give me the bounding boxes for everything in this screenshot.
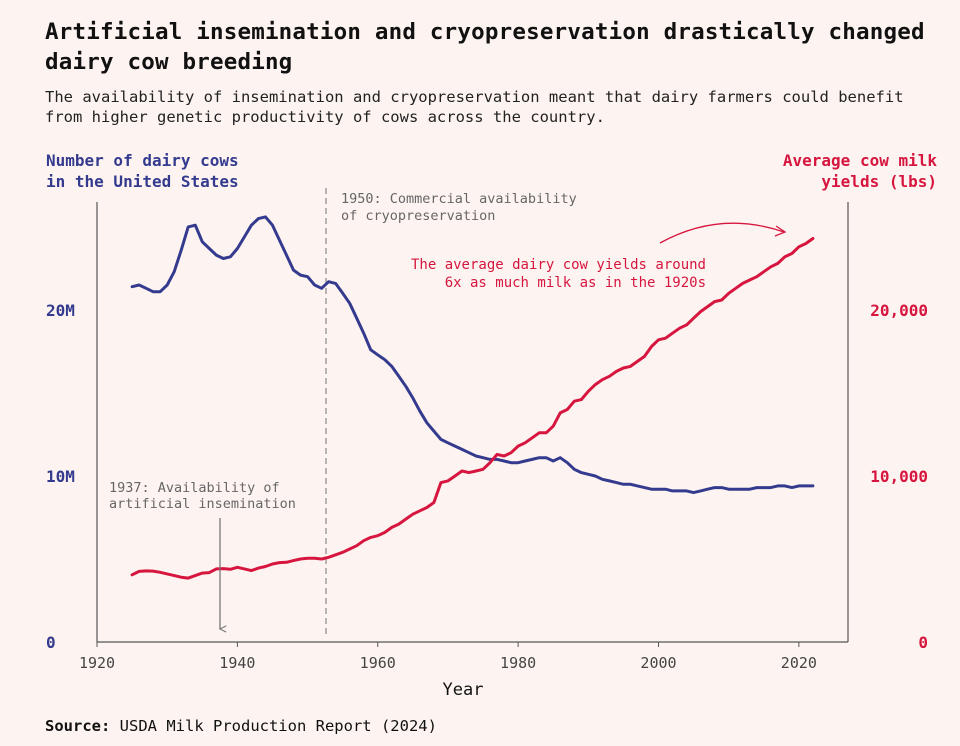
right-axis-title-line-1: Average cow milk bbox=[783, 151, 937, 170]
x-tick-label: 2020 bbox=[781, 654, 817, 672]
x-axis-ticks: 1920 1940 1960 1980 2000 2020 bbox=[79, 642, 817, 672]
right-tick-label: 20,000 bbox=[870, 301, 928, 320]
x-tick-label: 2000 bbox=[640, 654, 676, 672]
right-axis-title: Average cow milk yields (lbs) bbox=[783, 151, 937, 191]
x-tick-label: 1980 bbox=[500, 654, 536, 672]
right-tick-label: 0 bbox=[918, 633, 928, 652]
source-label: Source: bbox=[45, 717, 111, 735]
left-axis-title: Number of dairy cows in the United State… bbox=[46, 151, 239, 191]
right-axis-ticks: 0 10,000 20,000 bbox=[870, 301, 928, 652]
left-tick-label: 0 bbox=[46, 633, 56, 652]
chart-subtitle: The availability of insemination and cry… bbox=[45, 88, 904, 126]
x-axis-title: Year bbox=[443, 680, 484, 700]
annotation-cryopreservation: 1950: Commercial availability of cryopre… bbox=[341, 191, 577, 224]
left-tick-label: 20M bbox=[46, 301, 75, 320]
arrow-head-icon bbox=[774, 225, 787, 237]
annotation-cryopreservation-line-2: of cryopreservation bbox=[341, 208, 495, 224]
source-note: Source: USDA Milk Production Report (202… bbox=[45, 717, 437, 735]
annotation-insemination: 1937: Availability of artificial insemin… bbox=[109, 480, 296, 633]
annotation-insemination-line-2: artificial insemination bbox=[109, 496, 296, 512]
right-axis-title-line-2: yields (lbs) bbox=[821, 172, 937, 191]
source-text: USDA Milk Production Report (2024) bbox=[119, 717, 437, 735]
chart-title: Artificial insemination and cryopreserva… bbox=[45, 19, 925, 75]
annotation-insemination-line-1: 1937: Availability of bbox=[109, 480, 280, 496]
annotation-yield-growth-line-2: 6x as much milk as in the 1920s bbox=[445, 275, 706, 291]
annotation-cryopreservation-line-1: 1950: Commercial availability bbox=[341, 191, 577, 207]
annotation-yield-growth-line-1: The average dairy cow yields around bbox=[411, 257, 706, 273]
left-tick-label: 10M bbox=[46, 467, 75, 486]
curved-arrow-icon bbox=[659, 222, 785, 244]
x-tick-label: 1920 bbox=[79, 654, 115, 672]
x-tick-label: 1940 bbox=[219, 654, 255, 672]
left-axis-title-line-2: in the United States bbox=[46, 172, 239, 191]
left-axis-ticks: 0 10M 20M bbox=[46, 301, 75, 652]
left-axis-title-line-1: Number of dairy cows bbox=[46, 151, 239, 170]
annotation-yield-growth: The average dairy cow yields around 6x a… bbox=[411, 222, 787, 291]
x-tick-label: 1960 bbox=[360, 654, 396, 672]
right-tick-label: 10,000 bbox=[870, 467, 928, 486]
dairy-cows-series-line bbox=[130, 215, 815, 495]
milk-yield-series-line bbox=[130, 237, 815, 580]
